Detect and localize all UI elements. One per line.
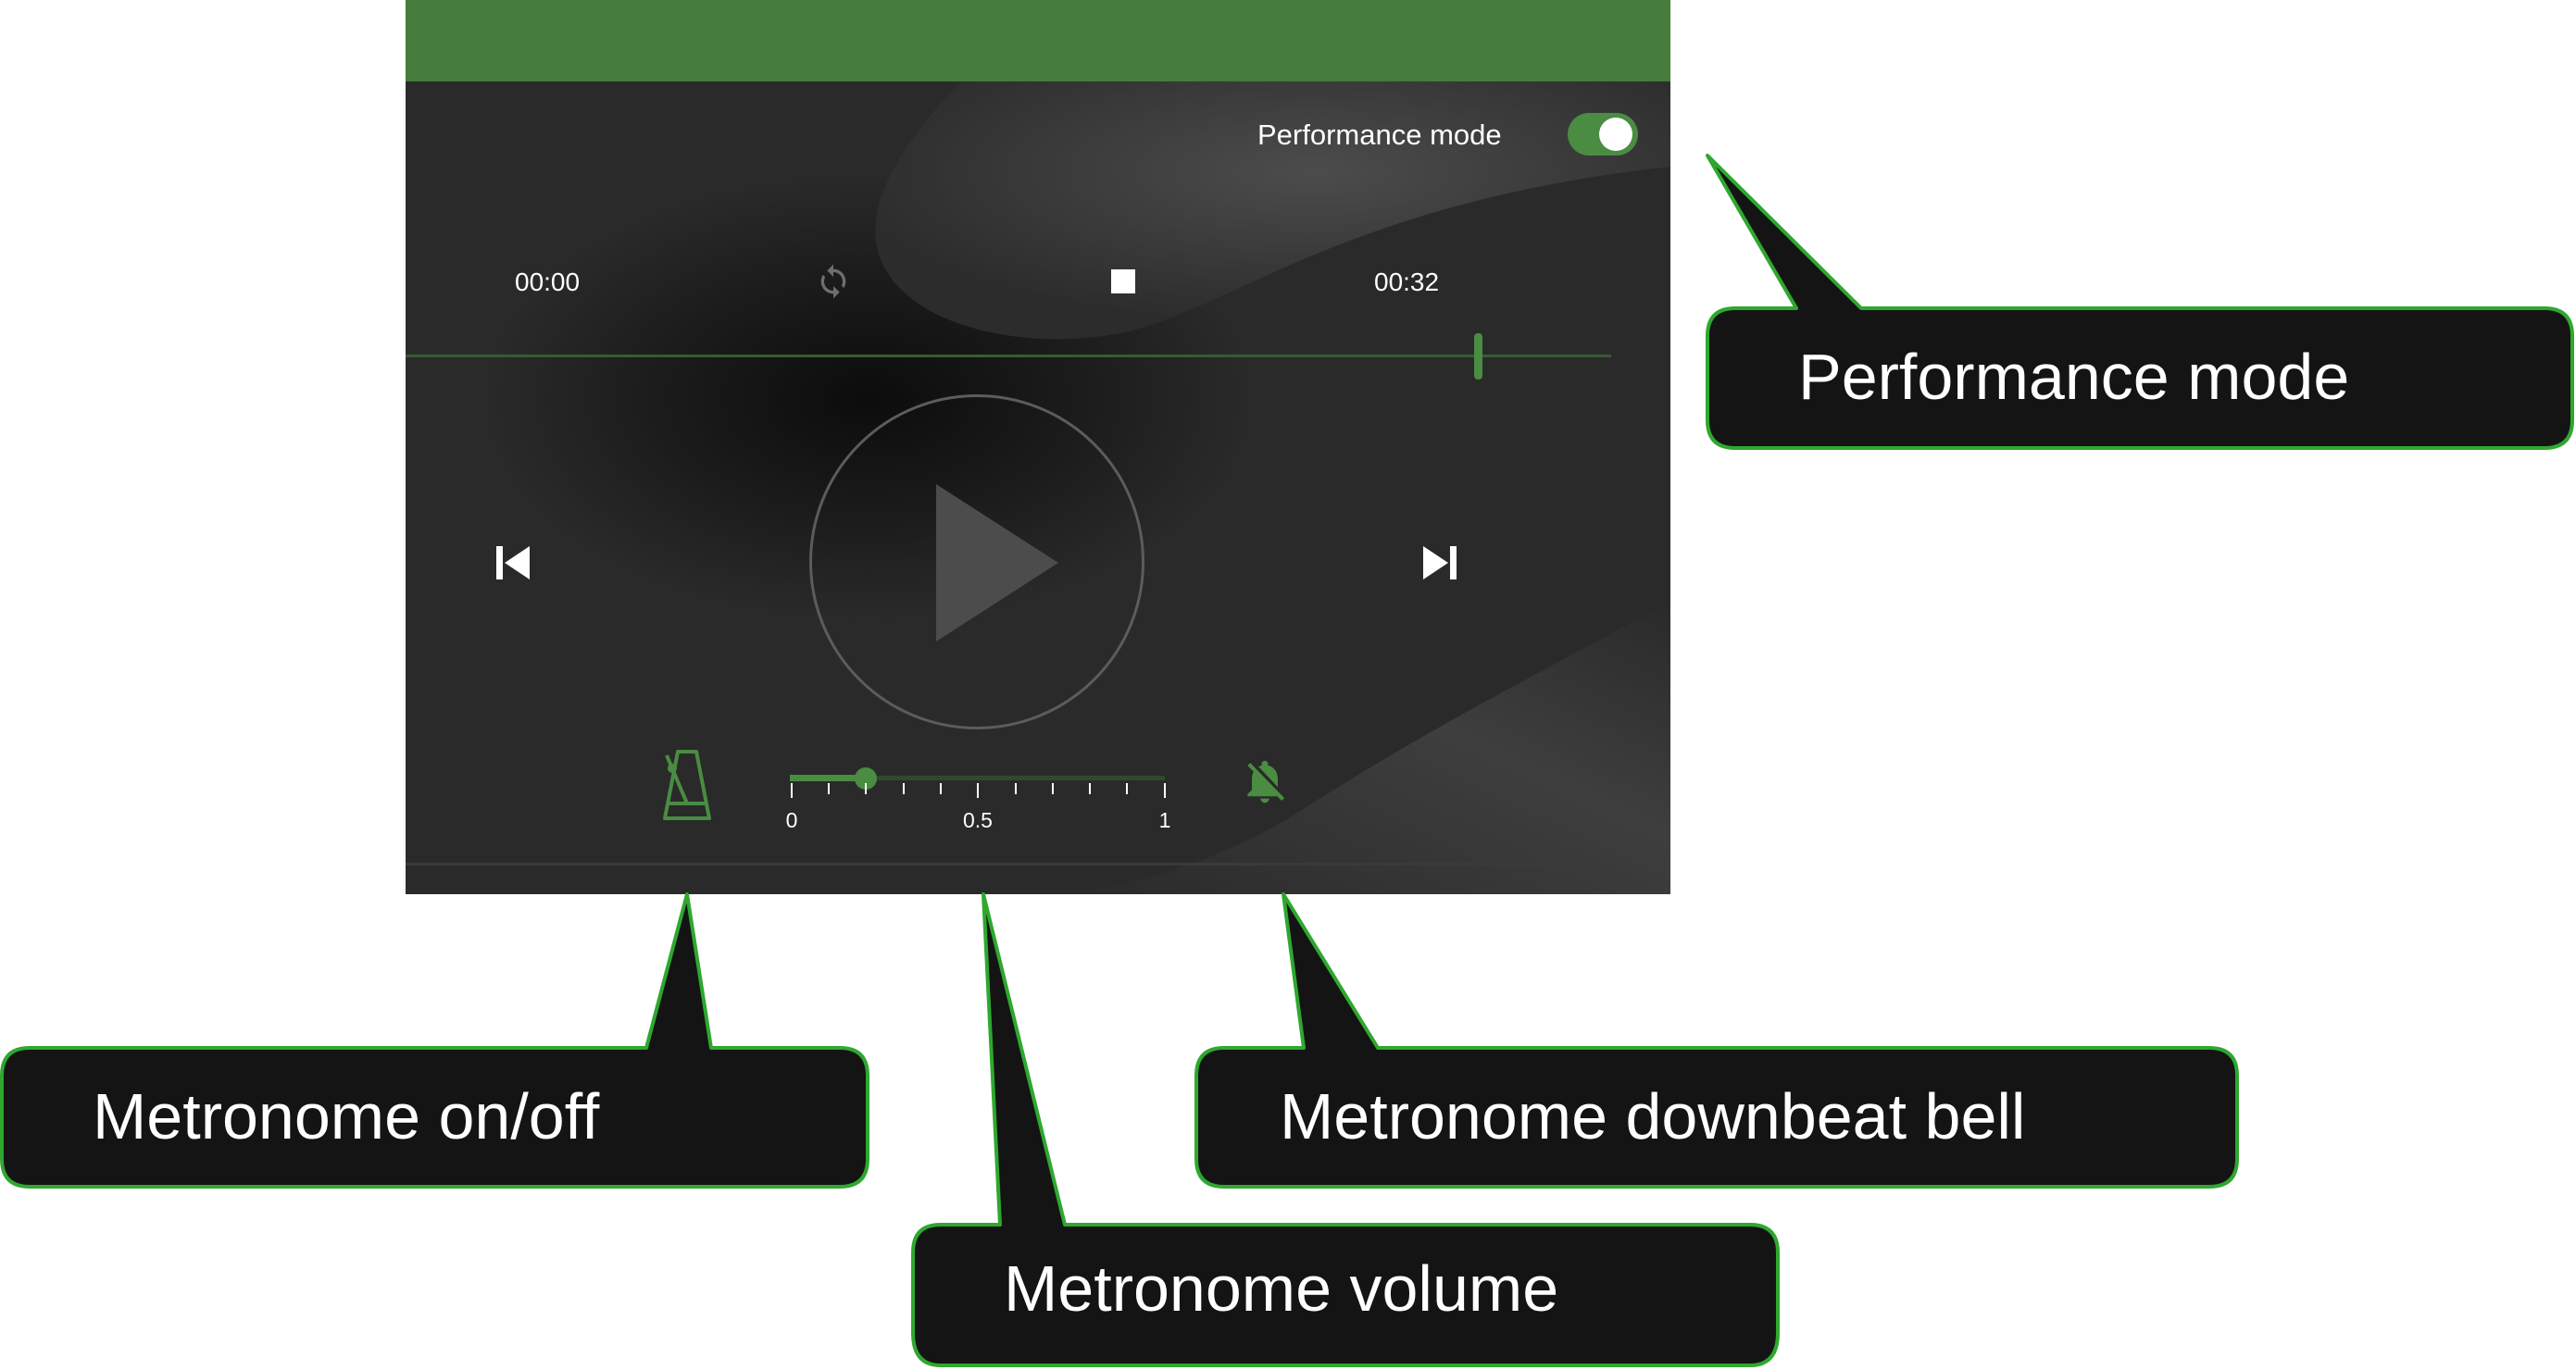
seek-thumb[interactable] [1474,333,1482,380]
volume-tick [1089,783,1091,794]
metronome-icon[interactable] [661,746,713,827]
volume-tick [865,783,867,794]
callout-metronome-on-off-text: Metronome on/off [93,1080,600,1152]
skip-previous-icon[interactable] [494,542,531,588]
skip-next-icon[interactable] [1421,542,1458,588]
volume-tick [828,783,830,794]
current-time: 00:00 [515,268,581,296]
volume-max-label: 1 [1158,808,1171,832]
volume-tick [1164,783,1166,798]
volume-tick [791,783,793,798]
metronome-volume-track[interactable] [790,776,1165,780]
volume-tick [1052,783,1054,794]
callout-performance-mode-text: Performance mode [1798,341,2350,413]
bottom-divider [406,863,1611,866]
seek-track[interactable] [406,355,1611,357]
volume-mid-label: 0.5 [963,808,993,832]
bell-off-icon[interactable] [1239,754,1291,814]
callout-metronome-bell-text: Metronome downbeat bell [1280,1080,2026,1152]
performance-mode-label: Performance mode [1257,118,1502,151]
player-panel: Performance mode 00:00 00:32 [406,0,1670,894]
volume-min-label: 0 [785,808,798,832]
play-button[interactable] [809,394,1144,729]
volume-tick [1126,783,1128,794]
volume-tick [977,783,979,798]
loop-icon[interactable] [815,261,852,306]
volume-tick [940,783,942,794]
performance-mode-toggle[interactable] [1568,113,1638,156]
total-time: 00:32 [1374,268,1440,296]
callout-metronome-volume-text: Metronome volume [1004,1252,1559,1325]
top-bar [406,0,1670,81]
background-decoration [875,81,1670,894]
volume-tick [1015,783,1017,794]
toggle-knob [1599,118,1632,151]
play-icon [936,484,1058,641]
stop-icon[interactable] [1111,269,1135,298]
metronome-volume-fill [790,775,866,781]
volume-tick [903,783,905,794]
